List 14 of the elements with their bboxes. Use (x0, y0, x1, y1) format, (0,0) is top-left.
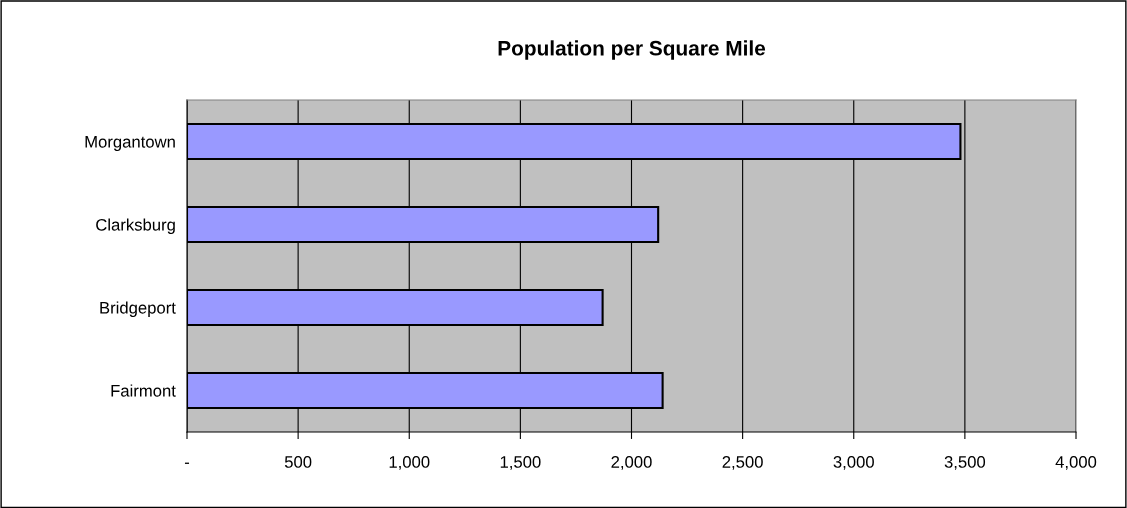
y-tick-label: Morgantown (85, 136, 175, 151)
y-tick-label: Clarksburg (96, 218, 175, 234)
chart-title: Population per Square Mile (498, 40, 766, 60)
x-tick-label: 1,500 (500, 456, 541, 470)
x-tick-label: 500 (284, 456, 312, 468)
x-tick-label: 3,500 (944, 456, 986, 470)
x-tick-label: 2,000 (611, 456, 652, 470)
y-tick-label: Bridgeport (100, 301, 176, 317)
x-tick-label: - (184, 462, 190, 464)
x-tick-label: 4,000 (1055, 456, 1097, 470)
x-tick-label: 2,500 (722, 456, 763, 470)
x-tick-label: 3,000 (833, 456, 874, 470)
x-tick-label: 1,000 (389, 456, 430, 470)
y-tick-label: Fairmont (111, 384, 176, 397)
